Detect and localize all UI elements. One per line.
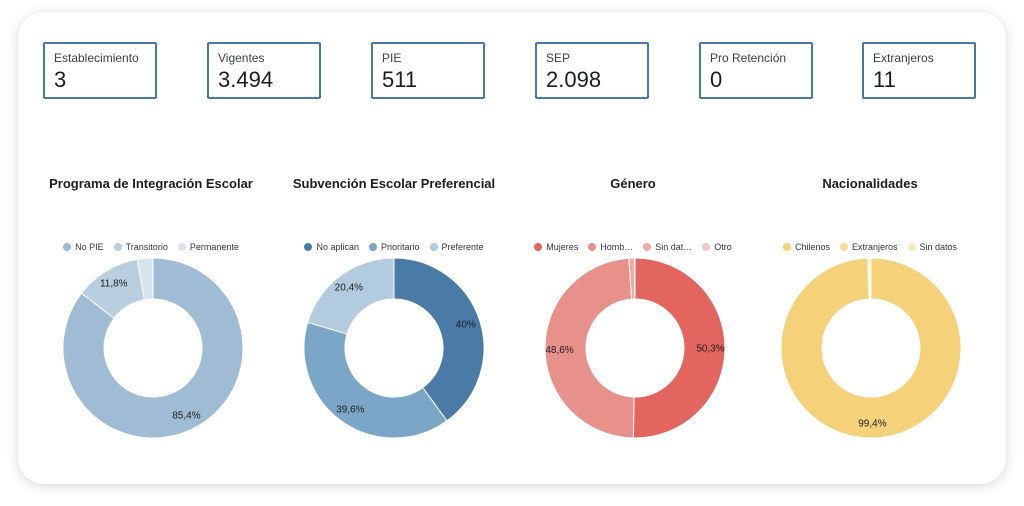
pie-slice[interactable] [544, 257, 635, 439]
legend-label: Homb… [600, 242, 634, 252]
legend-item[interactable]: Permanente [177, 242, 239, 252]
donut-chart-sep: 40% 39,6% 20,4% [303, 257, 485, 439]
pie-slice[interactable] [136, 257, 154, 301]
data-label: 50,3% [696, 344, 724, 355]
kpi-value: 0 [710, 67, 723, 92]
pie-slice[interactable] [780, 257, 962, 439]
data-label: 11,8% [100, 279, 128, 290]
legend-item[interactable]: Prioritario [368, 242, 420, 252]
kpi-label: Establecimiento [54, 51, 139, 65]
kpi-extranjeros: Extranjeros 11 [862, 42, 976, 99]
data-label: 48,6% [545, 345, 573, 356]
legend-swatch [429, 243, 438, 251]
pie-slice[interactable] [868, 257, 872, 300]
legend-swatch [782, 243, 791, 251]
donut-chart-pie: 85,4% 11,8% [62, 257, 244, 439]
chart-title: Subvención Escolar Preferencial [292, 176, 496, 191]
legend-item[interactable]: Transitorio [113, 242, 168, 252]
data-label: 39,6% [336, 405, 364, 416]
legend-item[interactable]: Mujeres [534, 242, 578, 252]
kpi-label: PIE [382, 51, 402, 65]
legend-label: Chilenos [794, 242, 830, 252]
kpi-label: Vigentes [218, 51, 265, 65]
data-label: 99,4% [858, 418, 886, 429]
legend-label: Mujeres [546, 242, 579, 252]
kpi-establecimiento: Establecimiento 3 [43, 42, 157, 99]
kpi-pie: PIE 511 [371, 42, 485, 99]
kpi-pro-retencion: Pro Retención 0 [699, 42, 813, 99]
kpi-value: 2.098 [546, 67, 602, 92]
kpi-value: 3.494 [218, 67, 274, 92]
legend-item[interactable]: Preferente [429, 242, 484, 252]
legend-label: Otro [714, 242, 732, 252]
legend-label: Permanente [189, 242, 239, 252]
data-label: 20,4% [335, 282, 363, 293]
legend-swatch [839, 243, 848, 251]
legend-swatch [534, 243, 543, 251]
legend-swatch [643, 243, 652, 251]
kpi-label: Extranjeros [873, 51, 934, 65]
legend-item[interactable]: Homb… [588, 242, 633, 252]
legend-item[interactable]: Sin datos [907, 242, 958, 252]
kpi-vigentes: Vigentes 3.494 [207, 42, 321, 99]
chart-title: Género [610, 176, 656, 191]
kpi-label: SEP [546, 51, 571, 65]
legend-label: Prioritario [380, 242, 420, 252]
kpi-value: 3 [54, 67, 67, 92]
pie-slice[interactable] [393, 257, 485, 422]
legend-label: No aplican [316, 242, 359, 252]
legend-item[interactable]: No aplican [304, 242, 359, 252]
legend-item[interactable]: Extranjeros [839, 242, 898, 252]
chart-legend: No PIE Transitorio Permanente [46, 240, 256, 254]
kpi-value: 511 [382, 67, 418, 92]
legend-label: Sin datos [919, 242, 958, 252]
kpi-label: Pro Retención [710, 51, 787, 65]
kpi-value: 11 [873, 67, 896, 92]
pie-slice[interactable] [307, 257, 395, 335]
legend-label: Preferente [441, 242, 484, 252]
chart-legend: No aplican Prioritario Preferente [289, 240, 499, 254]
pie-slice[interactable] [303, 321, 448, 439]
legend-item[interactable]: Sin dat… [643, 242, 692, 252]
legend-swatch [304, 243, 313, 251]
legend-item[interactable]: No PIE [63, 242, 104, 252]
pie-slice[interactable] [62, 257, 244, 439]
legend-swatch [113, 243, 122, 251]
legend-swatch [588, 243, 597, 251]
legend-label: Sin dat… [655, 242, 693, 252]
chart-legend: Chilenos Extranjeros Sin datos [765, 240, 975, 254]
chart-title: Nacionalidades [822, 176, 918, 191]
legend-swatch [368, 243, 377, 251]
legend-swatch [177, 243, 186, 251]
legend-swatch [907, 243, 916, 251]
pie-slice[interactable] [633, 257, 636, 300]
data-label: 85,4% [172, 411, 200, 422]
chart-title: Programa de Integración Escolar [49, 176, 253, 191]
legend-item[interactable]: Otro [702, 242, 732, 252]
legend-label: Transitorio [125, 242, 168, 252]
kpi-sep: SEP 2.098 [535, 42, 649, 99]
chart-legend: Mujeres Homb… Sin dat… Otro [528, 240, 738, 254]
legend-label: Extranjeros [851, 242, 898, 252]
legend-swatch [63, 243, 72, 251]
legend-item[interactable]: Chilenos [782, 242, 830, 252]
donut-chart-genero: 50,3% 48,6% [544, 257, 726, 439]
legend-swatch [702, 243, 711, 251]
legend-label: No PIE [75, 242, 104, 252]
data-label: 40% [456, 320, 476, 331]
donut-chart-nacionalidades: 99,4% [780, 257, 962, 439]
pie-slice[interactable] [632, 257, 726, 439]
